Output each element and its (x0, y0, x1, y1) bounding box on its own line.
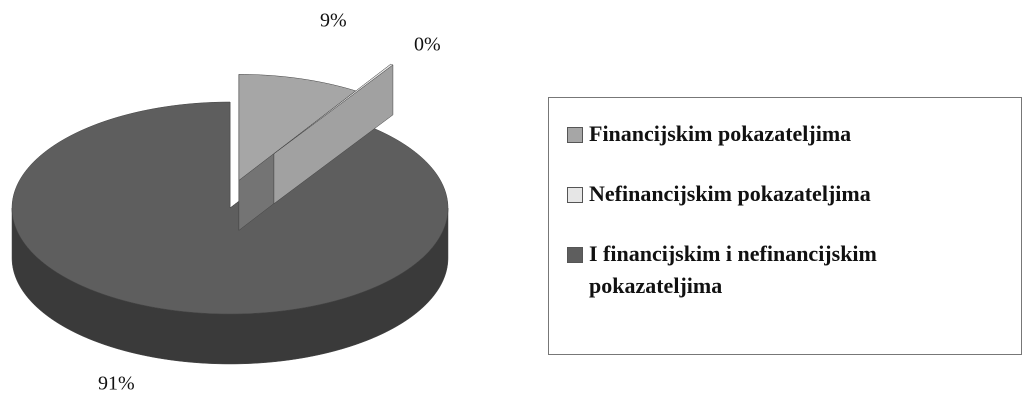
legend-swatch (567, 187, 583, 203)
slice-top (11, 101, 449, 315)
data-label: 9% (320, 10, 347, 32)
legend-swatch (567, 247, 583, 263)
pie-chart: 91% 9% 0% (11, 10, 449, 395)
legend-swatch (567, 127, 583, 143)
slice-top (273, 63, 394, 154)
legend-item: Financijskim pokazateljima (567, 118, 1011, 150)
legend-label: Financijskim pokazateljima (589, 121, 852, 146)
data-label: 91% (98, 373, 135, 395)
legend-label: Nefinancijskim pokazateljima (589, 181, 871, 206)
slice-top (238, 74, 357, 181)
legend-label: I financijskim i nefinancijskim pokazate… (589, 241, 877, 298)
legend-item: Nefinancijskim pokazateljima (567, 178, 1011, 210)
data-label: 0% (414, 34, 441, 56)
legend-item: I financijskim i nefinancijskim pokazate… (567, 238, 1011, 302)
legend: Financijskim pokazateljima Nefinancijskim… (548, 97, 1022, 355)
